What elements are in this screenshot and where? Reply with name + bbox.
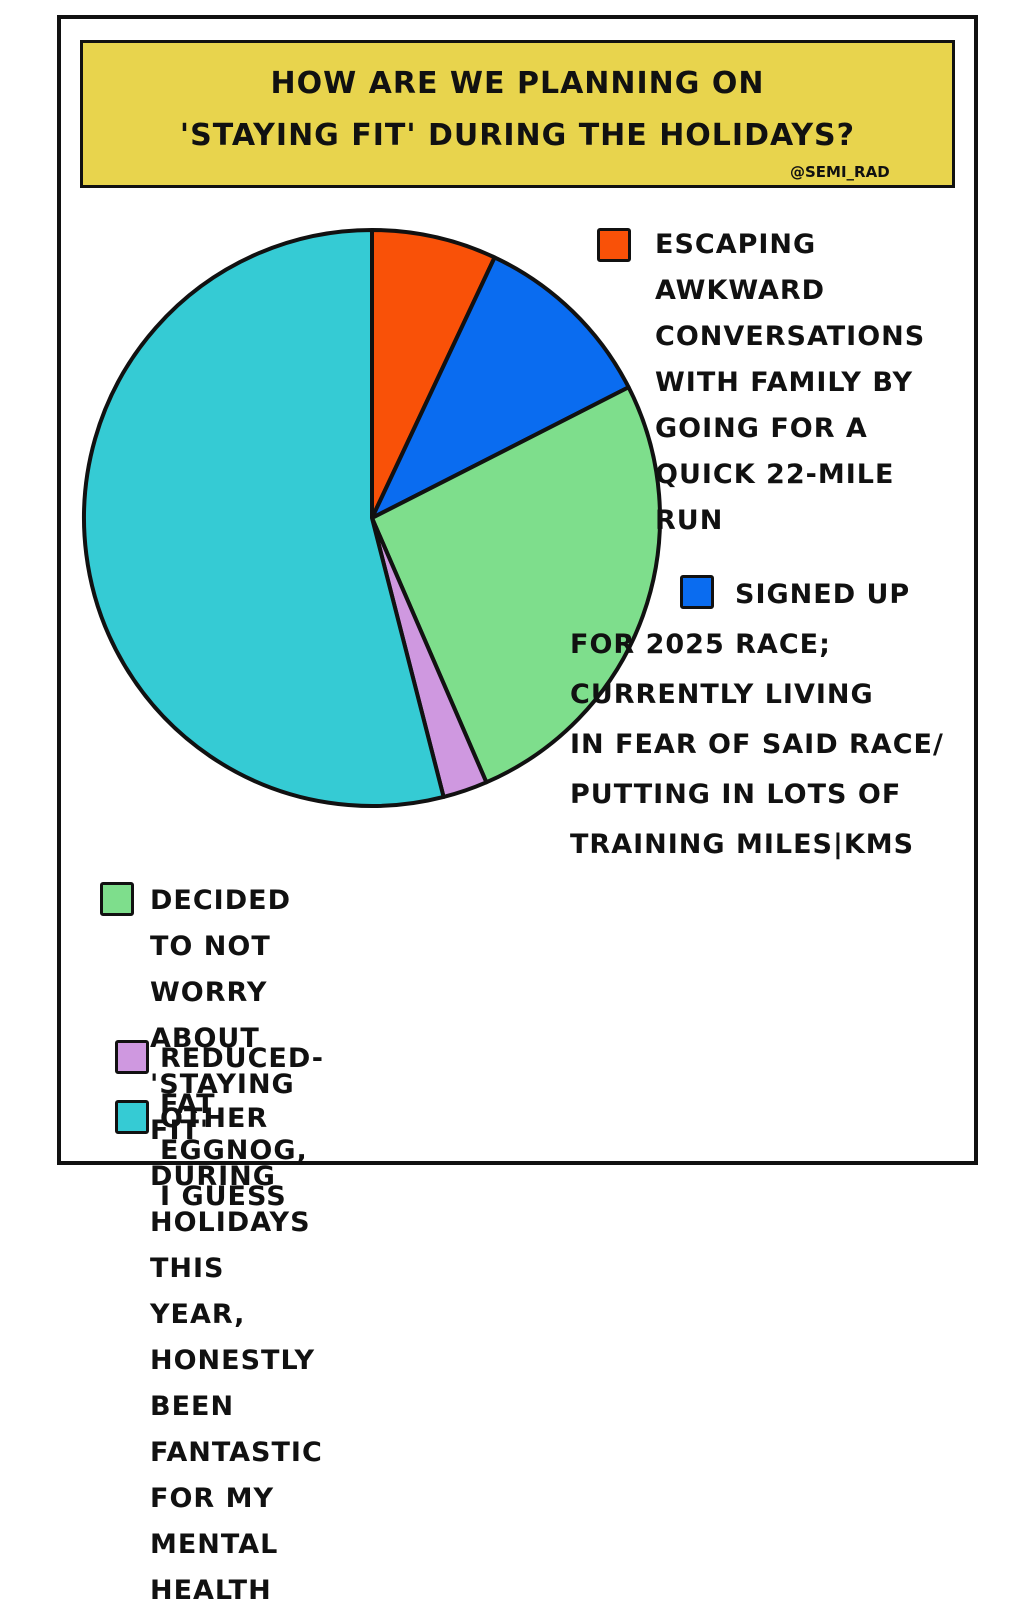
legend-label: SIGNED UP FOR 2025 RACE; CURRENTLY LIVIN…	[570, 579, 944, 860]
legend-label: REDUCED-FAT EGGNOG, I GUESS	[160, 1043, 324, 1212]
pie-slice	[370, 255, 631, 520]
pie-slice	[370, 228, 497, 520]
pie-chart	[82, 228, 662, 808]
legend-swatch	[597, 228, 631, 262]
pie-slice	[82, 228, 446, 808]
legend-swatch	[115, 1100, 149, 1134]
chart-title: HOW ARE WE PLANNING ON 'STAYING FIT' DUR…	[179, 66, 856, 153]
credit: @SEMI_RAD	[790, 163, 890, 181]
panel-border	[57, 15, 978, 1165]
legend-swatch	[680, 575, 714, 609]
legend-label: ESCAPING AWKWARD CONVERSATIONS WITH FAMI…	[655, 229, 926, 536]
legend-label: OTHER	[160, 1103, 269, 1134]
legend-label: DECIDED TO NOT WORRY ABOUT 'STAYING FIT'…	[150, 885, 323, 1606]
legend-swatch	[115, 1040, 149, 1074]
legend-swatch	[100, 882, 134, 916]
title-box	[80, 40, 955, 188]
page: HOW ARE WE PLANNING ON 'STAYING FIT' DUR…	[57, 15, 978, 1606]
